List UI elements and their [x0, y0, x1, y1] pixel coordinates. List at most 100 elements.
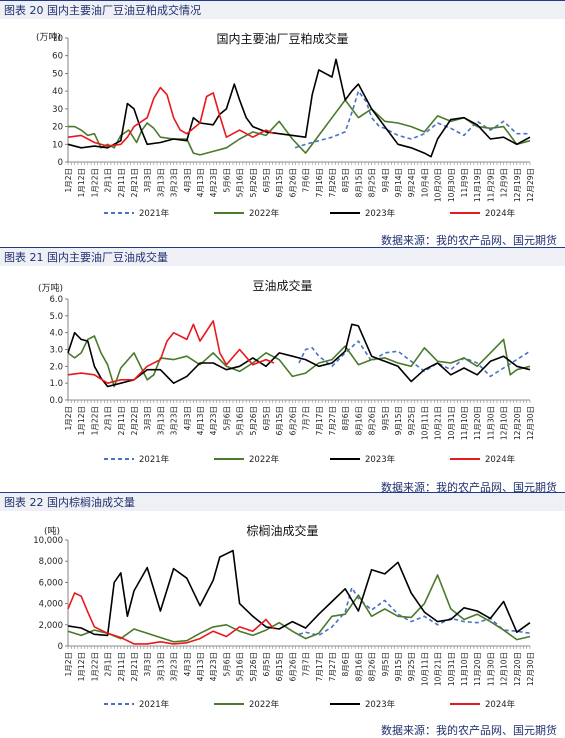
x-tick-label: 2月11日 — [117, 406, 126, 435]
x-tick-label: 9月25日 — [407, 652, 416, 681]
x-tick-label: 7月16日 — [315, 168, 324, 197]
y-tick-label: 6,000 — [39, 578, 63, 588]
series-line-2022年 — [67, 574, 531, 643]
x-tick-label: 9月15日 — [394, 652, 403, 681]
y-tick-label: 20 — [52, 123, 63, 133]
x-tick-label: 5月16日 — [236, 168, 245, 197]
x-tick-label: 9月4日 — [381, 168, 390, 193]
x-tick-label: 7月17日 — [315, 406, 324, 435]
x-tick-label: 11月20日 — [473, 652, 482, 686]
x-tick-label: 9月5日 — [381, 652, 390, 677]
legend-label: 2022年 — [249, 699, 280, 710]
y-tick-label: 3.0 — [49, 346, 63, 356]
x-tick-label: 5月26日 — [249, 652, 258, 681]
chart-svg-2: 0.0 1.0 2.0 3.0 4.0 5.0 6.0 1月2日 1月12日 1月22日 2月1日 2… — [49, 295, 535, 465]
x-tick-label: 7月7日 — [302, 406, 311, 431]
chart-title-1: 国内主要油厂豆粕成交量 — [216, 32, 349, 46]
x-tick-label: 8月26日 — [368, 406, 377, 435]
x-tick-label: 6月26日 — [288, 652, 297, 681]
x-tick-label: 3月3日 — [143, 168, 152, 193]
x-tick-label: 11月20日 — [473, 406, 482, 440]
x-tick-label: 9月14日 — [394, 168, 403, 197]
x-tick-label: 2月21日 — [130, 652, 139, 681]
x-tick-label: 4月13日 — [196, 652, 205, 681]
x-tick-label: 12月29日 — [526, 168, 535, 202]
chart-panel-3: 棕榈油成交量 (吨) 0 2,000 4,000 6,000 8,000 10,000 1月… — [0, 512, 565, 717]
legend-label: 2022年 — [249, 454, 280, 465]
x-tick-label: 9月24日 — [407, 168, 416, 197]
y-unit-1: (万吨) — [36, 33, 62, 43]
y-tick-label: 0 — [58, 642, 63, 652]
legend-label: 2022年 — [249, 208, 280, 219]
x-tick-label: 4月23日 — [209, 406, 218, 435]
x-tick-label: 5月26日 — [249, 168, 258, 197]
x-tick-label: 4月23日 — [209, 168, 218, 197]
y-tick-label: 70 — [52, 34, 63, 44]
x-tick-label: 3月13日 — [156, 652, 165, 681]
x-tick-label: 4月23日 — [209, 652, 218, 681]
y-tick-label: 5.0 — [49, 312, 63, 322]
y-tick-label: 30 — [52, 105, 63, 115]
x-tick-label: 8月5日 — [341, 168, 350, 193]
legend-label: 2024年 — [485, 454, 516, 465]
series-line-2024年 — [67, 86, 275, 147]
x-tick-label: 11月30日 — [486, 406, 495, 440]
legend-label: 2021年 — [139, 454, 170, 465]
y-tick-label: 1.0 — [49, 379, 63, 389]
source-note-1: 数据来源：我的农产品网、国元期货 — [381, 234, 557, 247]
legend-label: 2023年 — [365, 208, 396, 219]
x-tick-label: 6月15日 — [275, 406, 284, 435]
y-tick-label: 4,000 — [39, 600, 63, 610]
chart-panel-2: 豆油成交量 (万吨) 0.0 1.0 2.0 3.0 4.0 5.0 6.0 1月2日 1月12… — [0, 267, 565, 477]
x-tick-label: 11月30日 — [486, 652, 495, 686]
x-tick-label: 3月23日 — [170, 406, 179, 435]
series-line-2022年 — [67, 335, 531, 388]
x-tick-label: 6月15日 — [275, 652, 284, 681]
x-tick-label: 1月2日 — [64, 168, 73, 193]
legend-label: 2021年 — [139, 699, 170, 710]
x-tick-label: 5月16日 — [236, 406, 245, 435]
y-tick-label: 2.0 — [49, 362, 63, 372]
series-line-2021年 — [294, 90, 530, 149]
source-note-3: 数据来源：我的农产品网、国元期货 — [381, 724, 557, 737]
x-tick-label: 10月11日 — [420, 652, 429, 686]
legend-label: 2023年 — [365, 699, 396, 710]
x-tick-label: 9月25日 — [407, 406, 416, 435]
x-tick-label: 8月6日 — [341, 652, 350, 677]
x-tick-label: 3月13日 — [156, 168, 165, 197]
x-tick-label: 7月27日 — [328, 652, 337, 681]
x-tick-label: 2月21日 — [130, 168, 139, 197]
x-tick-label: 10月4日 — [420, 168, 429, 197]
x-tick-label: 12月9日 — [500, 168, 509, 197]
x-tick-label: 3月3日 — [143, 406, 152, 431]
y-tick-label: 10,000 — [33, 536, 63, 546]
x-tick-label: 7月26日 — [328, 168, 337, 197]
x-tick-label: 1月22日 — [90, 652, 99, 681]
x-tick-label: 10月20日 — [434, 168, 443, 202]
y-unit-3: (吨) — [44, 527, 61, 537]
series-line-2024年 — [67, 320, 275, 384]
series-line-2022年 — [68, 99, 531, 156]
legend-label: 2023年 — [365, 454, 396, 465]
x-tick-label: 3月23日 — [170, 652, 179, 681]
x-tick-label: 2月11日 — [117, 652, 126, 681]
x-tick-label: 8月16日 — [354, 406, 363, 435]
figure-caption-2: 图表 21 国内主要油厂豆油成交量 — [0, 247, 565, 266]
series-line-2021年 — [298, 340, 531, 378]
y-tick-label: 2,000 — [39, 621, 63, 631]
x-tick-label: 12月19日 — [513, 168, 522, 202]
x-tick-label: 1月2日 — [64, 652, 73, 677]
x-tick-label: 10月21日 — [434, 652, 443, 686]
series-line-2021年 — [298, 586, 531, 637]
x-tick-label: 5月6日 — [222, 406, 231, 431]
x-tick-label: 5月26日 — [249, 406, 258, 435]
x-tick-label: 1月12日 — [77, 652, 86, 681]
x-tick-label: 11月10日 — [460, 652, 469, 686]
chart-title-3: 棕榈油成交量 — [246, 524, 319, 538]
y-tick-label: 10 — [52, 140, 63, 150]
x-tick-label: 12月10日 — [500, 652, 509, 686]
x-tick-label: 8月25日 — [368, 168, 377, 197]
figure-caption-1: 图表 20 国内主要油厂豆油豆粕成交情况 — [0, 0, 565, 19]
x-tick-label: 10月21日 — [434, 406, 443, 440]
x-tick-label: 5月16日 — [236, 652, 245, 681]
